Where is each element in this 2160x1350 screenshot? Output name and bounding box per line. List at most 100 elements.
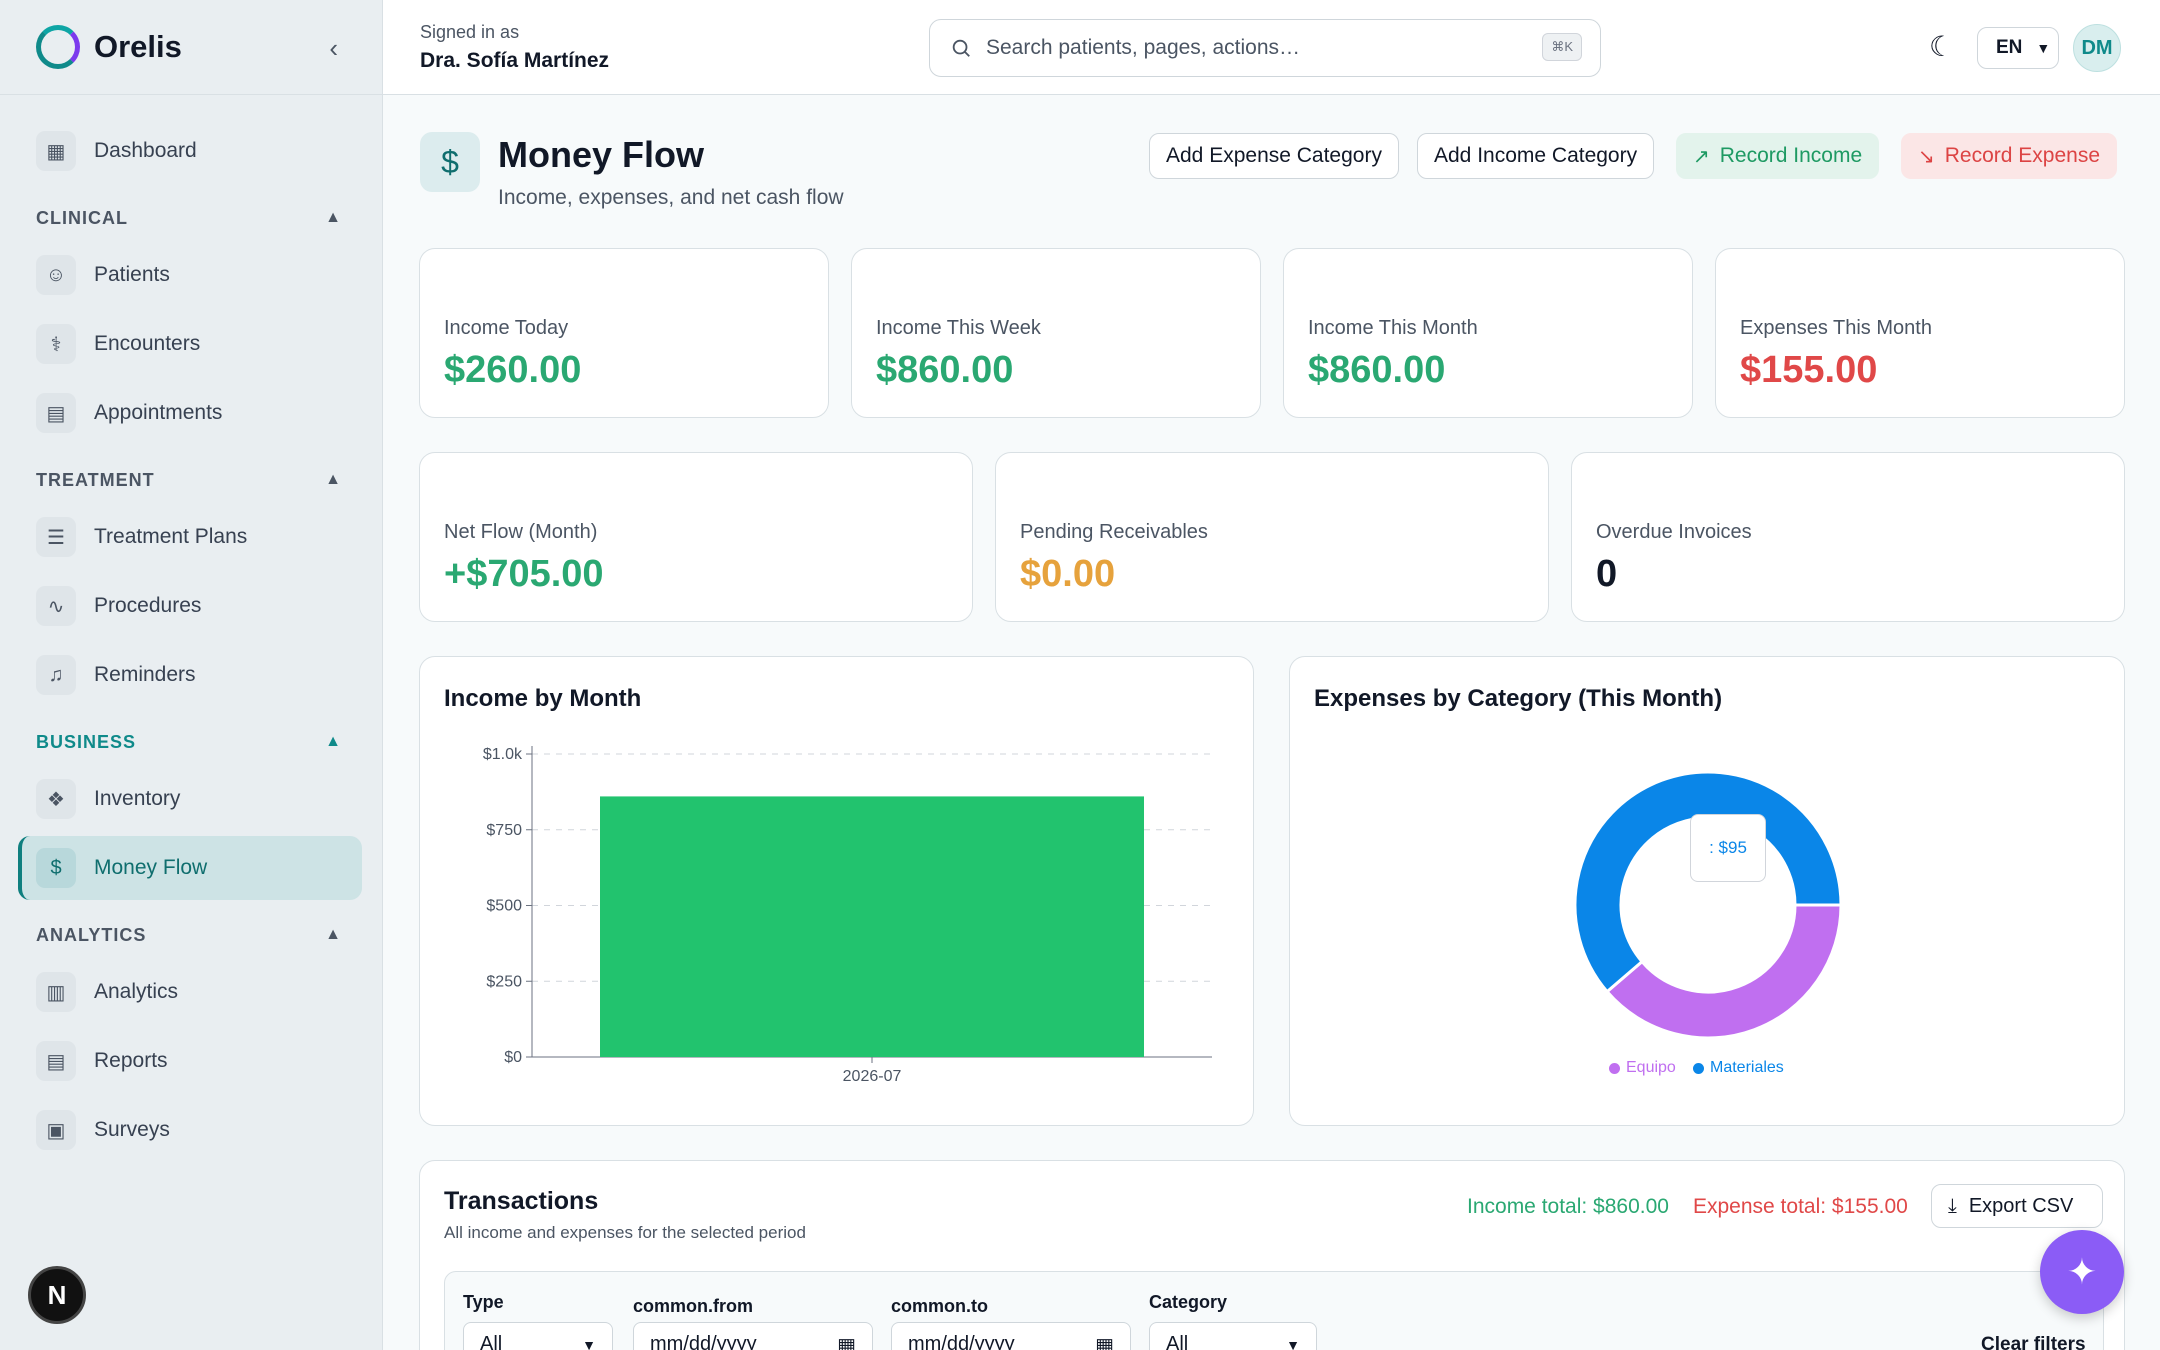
sidebar-item-label: Patients	[94, 263, 170, 286]
income-total: Income total: $860.00	[1467, 1195, 1669, 1218]
sidebar-section-treatment[interactable]: TREATMENT ▲	[0, 455, 382, 505]
ai-assistant-sparkles-icon[interactable]: ✦	[2040, 1230, 2124, 1314]
stat-label: Income This Week	[876, 317, 1041, 339]
sidebar-item-dashboard[interactable]: ▦ Dashboard	[18, 119, 362, 183]
stat-card-income-this-week: Income This Week $860.00	[851, 248, 1261, 418]
sidebar-item-inventory[interactable]: ❖ Inventory	[18, 767, 362, 831]
sidebar-item-surveys[interactable]: ▣ Surveys	[18, 1098, 362, 1162]
sidebar-item-treatment-plans[interactable]: ☰ Treatment Plans	[18, 505, 362, 569]
sidebar-item-procedures[interactable]: ∿ Procedures	[18, 574, 362, 638]
sidebar-section-clinical[interactable]: CLINICAL ▲	[0, 193, 382, 243]
sidebar-item-reports[interactable]: ▤ Reports	[18, 1029, 362, 1093]
income-bar-chart: $0 $250 $500 $750 $1.0k 2026-07	[483, 746, 1212, 1085]
stat-value: $260.00	[444, 349, 582, 391]
to-date-placeholder: mm/dd/yyyy	[908, 1333, 1015, 1350]
legend-dot	[1609, 1062, 1620, 1074]
sidebar-item-appointments[interactable]: ▤ Appointments	[18, 381, 362, 445]
from-date-placeholder: mm/dd/yyyy	[650, 1333, 757, 1350]
trending-down-icon: ↘	[1918, 145, 1935, 168]
y-tick-label: $1.0k	[483, 746, 523, 763]
stat-card-overdue-invoices: Overdue Invoices 0	[1571, 452, 2125, 622]
type-filter-label: Type	[463, 1292, 504, 1312]
donut-slice-equipo[interactable]	[1604, 903, 1843, 1040]
avatar[interactable]: DM	[2073, 24, 2121, 72]
sidebar-item-patients[interactable]: ☺ Patients	[18, 243, 362, 307]
search-icon	[952, 39, 970, 57]
stat-label: Pending Receivables	[1020, 521, 1208, 543]
language-value: EN	[1996, 37, 2023, 58]
next-dev-badge[interactable]: N	[28, 1266, 86, 1324]
category-filter-label: Category	[1149, 1292, 1228, 1312]
donut-slice-materiales[interactable]	[1573, 770, 1843, 994]
x-tick-label: 2026-07	[843, 1068, 902, 1085]
y-tick-label: $250	[486, 973, 522, 990]
income-by-month-card: Income by Month $0 $250 $500 $750 $1.0k 2026-…	[419, 656, 1254, 1126]
sidebar-item-label: Reminders	[94, 663, 196, 686]
search-input[interactable]	[986, 36, 1506, 60]
sidebar-item-analytics[interactable]: ▥ Analytics	[18, 960, 362, 1024]
bar	[600, 796, 1144, 1057]
record-income-button[interactable]: ↗ Record Income	[1676, 133, 1880, 179]
transactions-subtitle: All income and expenses for the selected…	[444, 1223, 806, 1242]
section-title: BUSINESS	[36, 731, 137, 752]
chevron-down-icon: ▼	[1286, 1337, 1300, 1350]
stat-value: $0.00	[1020, 553, 1116, 595]
sidebar-item-label: Procedures	[94, 594, 202, 617]
stat-label: Income This Month	[1308, 317, 1478, 339]
page-subtitle: Income, expenses, and net cash flow	[498, 186, 844, 209]
trending-up-icon: ↗	[1693, 145, 1710, 168]
to-date-input[interactable]: mm/dd/yyyy ▦	[891, 1322, 1131, 1350]
sidebar-item-reminders[interactable]: ♫ Reminders	[18, 643, 362, 707]
bar-chart-icon: ▥	[36, 972, 76, 1012]
language-select[interactable]: EN ▼	[1977, 27, 2059, 69]
dollar-icon: $	[420, 132, 480, 192]
record-expense-button[interactable]: ↘ Record Expense	[1901, 133, 2118, 179]
sidebar: Orelis ‹ ▦ Dashboard CLINICAL ▲ ☺ Patients ⚕ En…	[0, 0, 383, 1350]
from-date-input[interactable]: mm/dd/yyyy ▦	[633, 1322, 873, 1350]
export-csv-label: Export CSV	[1968, 1194, 2074, 1217]
section-title: CLINICAL	[36, 207, 128, 228]
section-title: TREATMENT	[36, 469, 155, 490]
orelis-logo-icon	[36, 25, 80, 69]
legend-label: Equipo	[1626, 1059, 1676, 1076]
sidebar-item-money-flow[interactable]: $ Money Flow	[18, 836, 362, 900]
clear-filters-button[interactable]: Clear filters	[1981, 1334, 2086, 1350]
sidebar-item-encounters[interactable]: ⚕ Encounters	[18, 312, 362, 376]
calendar-icon: ▦	[837, 1335, 856, 1350]
chevron-up-icon: ▲	[325, 471, 342, 488]
stat-value: $860.00	[876, 349, 1014, 391]
type-filter-select[interactable]: All ▼	[463, 1322, 613, 1350]
legend-dot	[1693, 1062, 1704, 1074]
chevron-up-icon: ▲	[325, 926, 342, 943]
export-csv-button[interactable]: ⤓ Export CSV	[1931, 1184, 2103, 1228]
chevron-up-icon: ▲	[325, 209, 342, 226]
user-name: Dra. Sofía Martínez	[420, 49, 610, 72]
chevron-down-icon: ▼	[2036, 40, 2051, 56]
to-date-label: common.to	[891, 1296, 988, 1316]
global-search[interactable]: ⌘K	[929, 19, 1601, 77]
category-filter-value: All	[1166, 1333, 1189, 1350]
sidebar-item-label: Treatment Plans	[94, 525, 248, 548]
stat-label: Income Today	[444, 317, 569, 339]
sidebar-section-business[interactable]: BUSINESS ▲	[0, 717, 382, 767]
chart-title: Income by Month	[444, 685, 642, 712]
from-date-label: common.from	[633, 1296, 754, 1316]
top-header: Signed in as Dra. Sofía Martínez ⌘K ☾ EN…	[383, 0, 2160, 95]
type-filter-value: All	[480, 1333, 503, 1350]
stat-value: 0	[1596, 553, 1618, 595]
category-filter-select[interactable]: All ▼	[1149, 1322, 1317, 1350]
sidebar-item-label: Appointments	[94, 401, 223, 424]
stat-value: +$705.00	[444, 553, 604, 595]
signed-in-caption: Signed in as	[420, 22, 520, 42]
sidebar-section-analytics[interactable]: ANALYTICS ▲	[0, 910, 382, 960]
collapse-sidebar-chevron-left-icon[interactable]: ‹	[329, 33, 338, 63]
stat-label: Expenses This Month	[1740, 317, 1932, 339]
record-expense-label: Record Expense	[1944, 144, 2101, 167]
sidebar-item-label: Money Flow	[94, 856, 208, 879]
y-tick-label: $500	[486, 898, 522, 915]
theme-toggle-moon-icon[interactable]: ☾	[1929, 31, 1955, 62]
sidebar-item-label: Inventory	[94, 787, 181, 810]
record-income-label: Record Income	[1719, 144, 1863, 167]
add-income-category-button[interactable]: Add Income Category	[1417, 133, 1655, 179]
add-expense-category-button[interactable]: Add Expense Category	[1149, 133, 1399, 179]
